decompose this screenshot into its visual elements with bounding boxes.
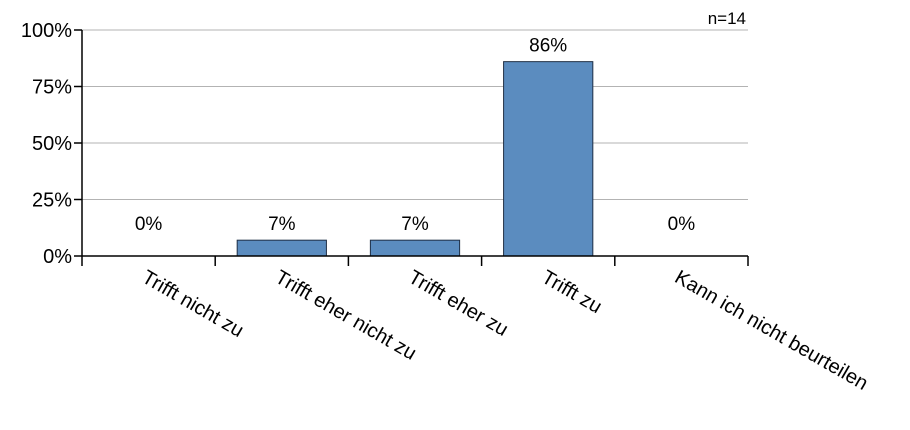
y-tick-label: 75% <box>32 77 72 99</box>
x-tick-label: Trifft zu <box>538 266 606 318</box>
data-label: 7% <box>268 214 296 235</box>
y-tick-label: 50% <box>32 133 72 155</box>
y-tick-label: 0% <box>43 246 72 268</box>
x-tick-label: Trifft eher zu <box>405 266 512 341</box>
data-label: 0% <box>668 214 696 235</box>
labels: 0% 25% 50% 75% 100% 0% 7% 7% 86% 0% Trifft nicht z… <box>21 20 872 395</box>
bar-3 <box>369 239 461 257</box>
data-label: 7% <box>401 214 429 235</box>
x-tick-label: Trifft nicht zu <box>138 266 247 342</box>
data-label: 0% <box>135 214 163 235</box>
bar-2 <box>236 239 327 257</box>
y-tick-label: 25% <box>32 190 72 212</box>
gridlines <box>82 29 748 200</box>
bars <box>236 61 594 257</box>
x-tick-label: Kann ich nicht beurteilen <box>671 266 872 395</box>
sample-size-annotation: n=14 <box>708 9 746 28</box>
axes <box>74 29 749 266</box>
x-tick-label: Trifft eher nicht zu <box>271 266 420 365</box>
y-tick-label: 100% <box>21 20 72 42</box>
bar-4 <box>503 61 594 257</box>
data-label: 86% <box>529 36 567 57</box>
